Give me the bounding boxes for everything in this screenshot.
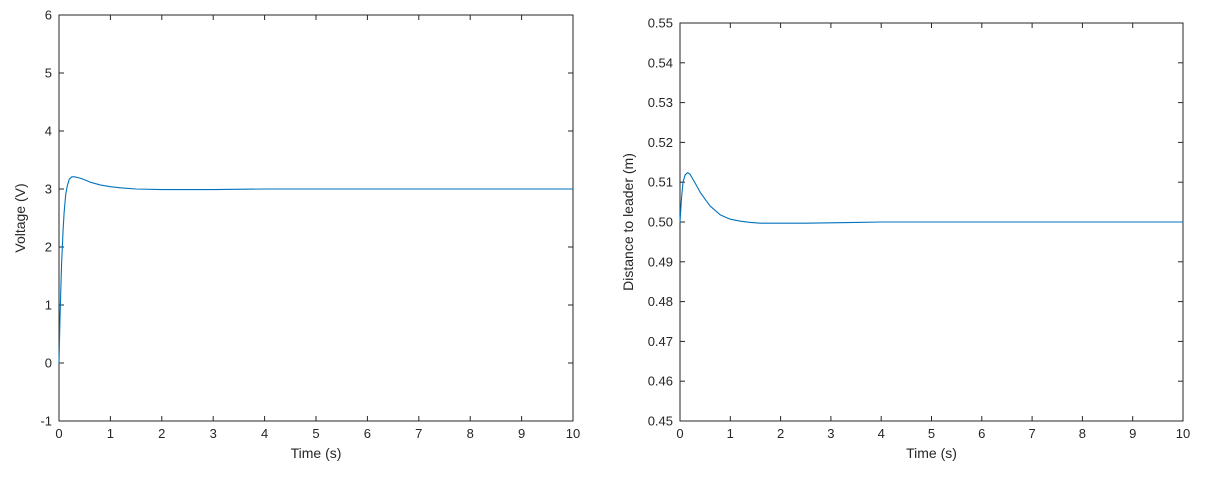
x-tick-label: 5 [312,426,319,441]
y-tick-label: 0.51 [648,175,673,190]
x-tick-label: 2 [158,426,165,441]
distance-plot: Time (s) Distance to leader (m) 0 1 2 3 4 5 6 7… [620,16,1190,462]
x-tick-label: 3 [827,426,834,441]
y-tick-label: 5 [45,66,52,81]
x-tick-label: 3 [210,426,217,441]
x-tick-label: 8 [1079,426,1086,441]
y-tick-label: 2 [45,240,52,255]
x-tick-label: 7 [415,426,422,441]
y-tick-label: 0.45 [648,414,673,429]
y-tick-label: 0.50 [648,215,673,230]
x-axis-label: Time (s) [291,445,342,461]
y-tick-label: 3 [45,182,52,197]
y-tick-label: 0.47 [648,334,673,349]
y-tick-label: 0.48 [648,294,673,309]
x-tick-label: 1 [727,426,734,441]
x-tick-label: 5 [928,426,935,441]
x-tick-label: 0 [55,426,62,441]
y-tick-label: 0.49 [648,254,673,269]
x-tick-label: 2 [777,426,784,441]
y-tick-label: 0.54 [648,55,673,70]
y-tick-label: 0.46 [648,374,673,389]
x-tick-label: 10 [1176,426,1190,441]
x-tick-label: 1 [107,426,114,441]
series-line [58,176,574,364]
x-tick-label: 0 [676,426,683,441]
y-tick-label: 4 [45,124,52,139]
voltage-plot: Time (s) Voltage (V) 0 1 2 3 4 5 6 7 8 9 10-101234… [12,8,580,462]
y-tick-label: 0 [45,356,52,371]
x-tick-label: 7 [1028,426,1035,441]
x-tick-label: 4 [878,426,885,441]
x-tick-label: 8 [467,426,474,441]
y-tick-label: 0.52 [648,135,673,150]
x-tick-label: 4 [261,426,268,441]
x-tick-label: 9 [518,426,525,441]
x-axis-label: Time (s) [906,445,957,461]
y-axis-label: Voltage (V) [12,183,28,252]
y-tick-label: 0.53 [648,95,673,110]
y-tick-label: 6 [45,8,52,23]
x-tick-label: 9 [1129,426,1136,441]
y-tick-label: -1 [40,414,52,429]
y-tick-label: 0.55 [648,16,673,31]
x-tick-label: 10 [566,426,580,441]
y-tick-label: 1 [45,298,52,313]
x-tick-label: 6 [978,426,985,441]
series-line [679,172,1184,224]
y-axis-label: Distance to leader (m) [620,153,636,291]
axes-box [58,14,574,422]
x-tick-label: 6 [364,426,371,441]
